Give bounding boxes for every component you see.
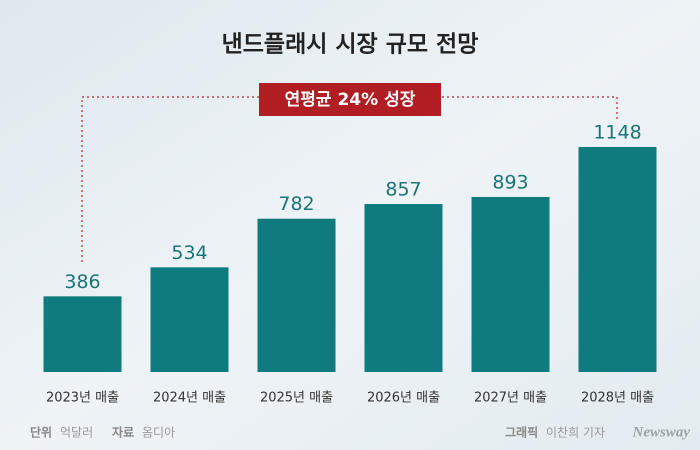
x-tick-label: 2023년 매출 (46, 391, 119, 406)
bar (43, 296, 122, 372)
annotation-box (259, 83, 441, 116)
x-tick-label: 2026년 매출 (367, 391, 440, 406)
trend-connector (81, 96, 618, 262)
value-label: 782 (278, 193, 314, 215)
unit-label: 단위 (30, 425, 52, 440)
chart-title: 낸드플래시 시장 규모 전망 (222, 32, 479, 58)
bar (364, 204, 443, 372)
bar (150, 267, 229, 372)
value-label: 1148 (593, 122, 641, 144)
logo: Newsway (632, 424, 691, 440)
x-tick-label: 2025년 매출 (260, 391, 333, 406)
source: 옴디아 (142, 426, 175, 440)
value-label: 893 (492, 171, 528, 193)
bar (257, 218, 336, 372)
source-label: 자료 (112, 425, 134, 440)
x-tick-label: 2028년 매출 (581, 391, 654, 406)
credit-label: 그래픽 (505, 425, 538, 440)
credit: 이찬희 기자 (546, 425, 605, 440)
value-label: 857 (385, 179, 421, 201)
value-label: 386 (64, 271, 100, 293)
annotation: 연평균 24% 성장 (285, 90, 416, 110)
bar (471, 196, 550, 372)
x-tick-label: 2024년 매출 (153, 391, 226, 406)
bar (578, 147, 657, 372)
x-tick-label: 2027년 매출 (474, 391, 547, 406)
unit: 억달러 (60, 426, 93, 440)
value-label: 534 (171, 242, 207, 264)
